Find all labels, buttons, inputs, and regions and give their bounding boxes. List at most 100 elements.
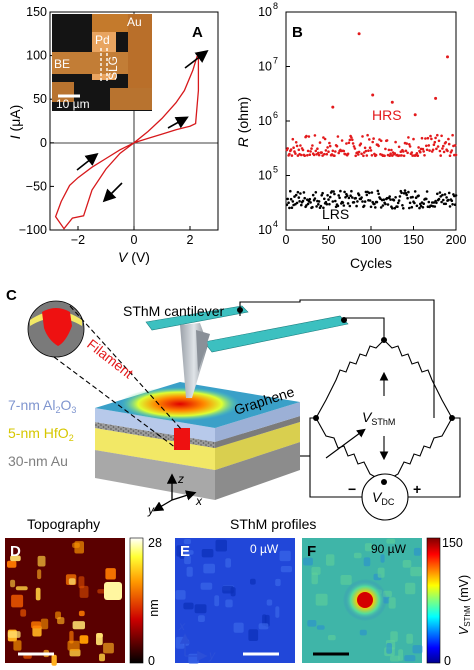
panel-b-points	[285, 32, 458, 210]
sthm-90uw-grain	[390, 631, 398, 642]
b-point-lrs	[302, 191, 306, 194]
device-inset: Au Pd SLG BE 10 µm	[52, 14, 152, 111]
b-point-lrs	[308, 197, 312, 201]
inset-label-au: Au	[127, 15, 142, 29]
label-lrs: LRS	[322, 206, 349, 222]
b-point-hrs	[297, 148, 301, 152]
b-point-lrs	[403, 189, 407, 192]
sthm-0uw-grain	[230, 587, 236, 597]
sthm-0uw-grain	[225, 599, 233, 608]
b-point-hrs	[435, 147, 438, 151]
b-point-hrs	[421, 147, 425, 151]
b-point-lrs	[413, 190, 417, 193]
b-point-hrs	[436, 145, 440, 148]
b-point-lrs	[394, 196, 397, 199]
label-al2o3: 7-nm Al2O3	[8, 397, 76, 415]
filament-zoom-inset	[27, 300, 183, 449]
node-left	[313, 415, 319, 421]
b-point-lrs	[336, 204, 340, 208]
resistor-upper-left	[315, 339, 385, 419]
sweep-arrow-1	[184, 50, 209, 69]
sthm-0uw-grain	[183, 602, 194, 610]
au-layer-side	[215, 442, 300, 500]
b-point-hrs	[425, 144, 428, 148]
sthm-90uw-grain	[307, 620, 317, 627]
sthm-0uw-grain	[183, 539, 191, 545]
b-point-lrs	[297, 196, 301, 199]
sthm-90uw-grain	[386, 643, 392, 654]
electrode-be	[52, 52, 128, 74]
b-outlier-hrs	[371, 93, 375, 97]
b-point-lrs	[397, 199, 401, 202]
b-point-lrs	[396, 201, 400, 205]
b-point-lrs	[314, 191, 318, 194]
b-point-lrs	[333, 192, 336, 196]
node-cantilever-2	[341, 317, 347, 323]
axes-triad: z x y	[147, 472, 203, 517]
wire-to-bridge	[343, 317, 385, 338]
b-point-lrs	[286, 197, 290, 201]
topography-grain	[35, 587, 41, 601]
b-point-hrs	[408, 145, 412, 148]
b-point-hrs	[388, 154, 392, 157]
panel-f-power: 90 µW	[371, 542, 407, 556]
b-point-lrs	[368, 191, 371, 195]
b-point-hrs	[393, 152, 397, 155]
b-point-lrs	[406, 196, 409, 200]
panel-b-frame	[285, 11, 457, 231]
b-xtick-label: 0	[283, 233, 290, 247]
b-point-lrs	[322, 206, 325, 210]
b-point-lrs	[432, 201, 436, 204]
b-point-hrs	[400, 154, 403, 157]
panel-c-letter: C	[6, 287, 17, 304]
b-point-hrs	[372, 137, 375, 140]
graphene-layer-side	[215, 416, 300, 448]
b-point-hrs	[288, 152, 291, 156]
b-point-hrs	[439, 154, 443, 157]
b-point-lrs	[388, 195, 392, 198]
topography-grain	[72, 621, 85, 630]
b-point-hrs	[360, 152, 363, 156]
b-point-lrs	[291, 200, 295, 203]
b-point-lrs	[319, 204, 323, 208]
b-point-hrs	[286, 147, 290, 150]
b-point-hrs	[451, 133, 454, 137]
variable-resistor-arrow	[325, 428, 366, 459]
panel-d-title: Topography	[27, 516, 100, 532]
cantilever-arm-left	[145, 305, 249, 331]
panel-d: Topography D 28 0 nm	[5, 516, 162, 668]
b-point-lrs	[368, 199, 372, 202]
b-point-lrs	[391, 207, 394, 210]
b-point-hrs	[422, 150, 426, 153]
sthm-0uw-grain	[280, 566, 292, 573]
heat-spot	[120, 387, 240, 421]
b-point-hrs	[440, 134, 443, 138]
b-point-lrs	[305, 204, 308, 207]
b-ytick-label: 10	[258, 60, 272, 74]
b-point-hrs	[314, 149, 318, 153]
a-ytick-label: −100	[19, 223, 47, 237]
b-point-hrs	[437, 139, 441, 143]
b-point-lrs	[444, 202, 448, 206]
topography-grain	[99, 653, 105, 662]
b-point-hrs	[336, 135, 340, 138]
b-point-lrs	[425, 197, 428, 201]
b-point-hrs	[310, 147, 313, 150]
resistor-upper-right	[383, 339, 453, 419]
axis-x-line	[171, 490, 197, 501]
b-point-lrs	[447, 191, 451, 195]
panel-e-letter: E	[180, 543, 190, 560]
b-point-lrs	[348, 204, 352, 208]
b-point-lrs	[285, 203, 289, 207]
panel-a-letter: A	[192, 24, 203, 41]
b-outlier-hrs	[390, 100, 394, 104]
b-point-hrs	[364, 149, 368, 153]
sthm-0uw-grain	[233, 622, 244, 633]
b-point-hrs	[294, 141, 298, 144]
sthm-0uw-grain	[175, 636, 185, 649]
sthm-0uw-grain	[279, 550, 291, 562]
b-point-lrs	[320, 194, 324, 197]
b-point-hrs	[397, 145, 401, 149]
b-ytick-label: 10	[258, 169, 272, 183]
b-point-hrs	[307, 135, 311, 138]
